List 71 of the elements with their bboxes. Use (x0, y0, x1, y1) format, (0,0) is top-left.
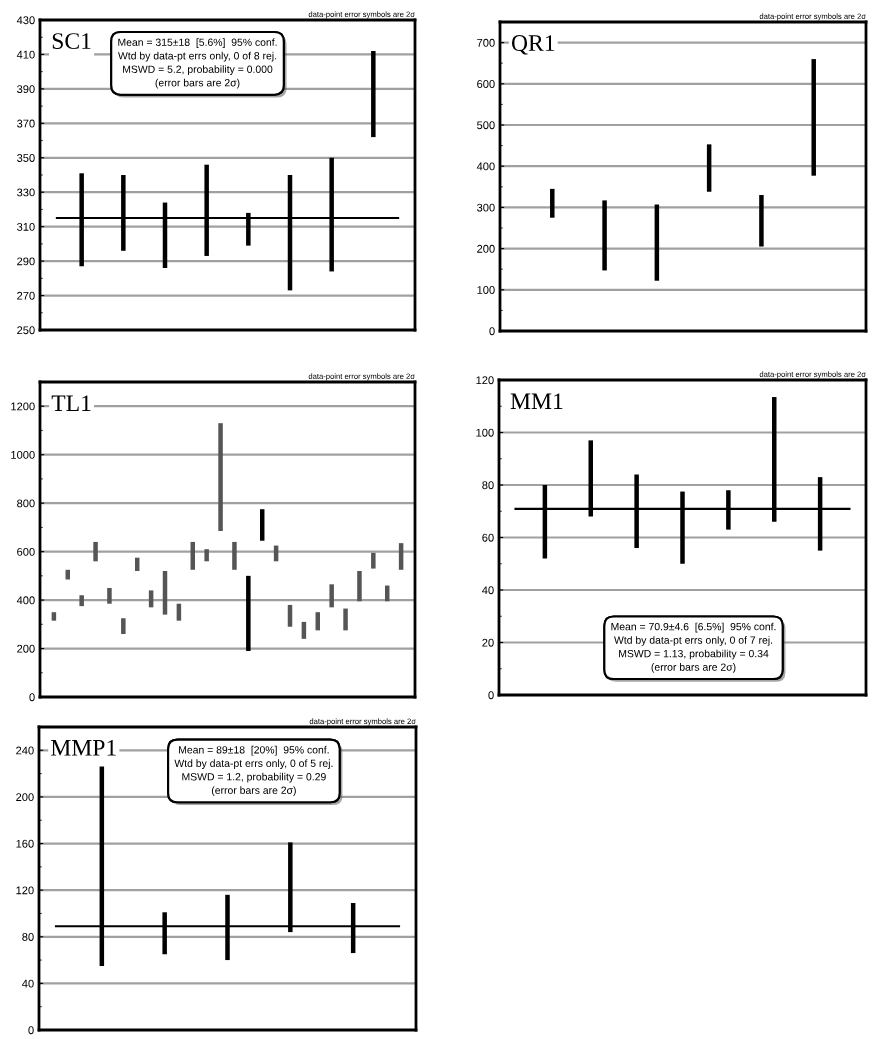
y-tick-label: 400 (476, 162, 495, 171)
y-tick-label: 240 (16, 746, 34, 755)
y-tick-label: 200 (477, 244, 495, 253)
bar (79, 595, 84, 607)
y-tick-label: 20 (482, 638, 494, 647)
y-tick-label: 0 (488, 691, 494, 700)
chart-title: MMP1 (50, 739, 116, 756)
chart-title: QR1 (511, 35, 555, 55)
y-tick-label: 40 (22, 979, 34, 988)
y-tick-label: 0 (28, 1026, 34, 1035)
annotation: Mean = 315±18 [5.6%] 95% conf. Wtd by data-pt errs only, 0 of 8 rej. MSWD = 5.2, probability = 0.000 (error bars are 2σ) (118, 38, 277, 89)
y-tick-label: 600 (17, 547, 35, 556)
bar (550, 188, 555, 218)
bar (51, 612, 57, 621)
chart-title: MM1 (510, 393, 563, 409)
bar (759, 195, 764, 247)
y-tick-label: 270 (17, 291, 35, 300)
y-tick-label: 500 (477, 121, 495, 130)
bar (246, 575, 251, 651)
y-tick-label: 1000 (11, 450, 35, 459)
y-tick-label: 200 (16, 793, 34, 802)
y-tick-label: 120 (476, 376, 494, 385)
y-tick-label: 40 (482, 586, 494, 595)
bar (329, 584, 334, 608)
bar (398, 543, 404, 570)
y-tick-label: 410 (16, 50, 35, 59)
annotation: Mean = 70.9±4.6 [6.5%] 95% conf. Wtd by data-pt errs only, 0 of 7 rej. MSWD = 1.13, probability = 0.34 (error bars are 2σ) (611, 622, 776, 673)
y-tick-label: 350 (17, 154, 35, 162)
y-tick-label: 0 (29, 693, 35, 702)
y-tick-label: 1200 (11, 402, 35, 411)
y-tick-label: 400 (16, 596, 35, 605)
y-tick-label: 250 (17, 326, 35, 335)
bar (204, 549, 209, 562)
bar (371, 552, 376, 569)
chart-title: SC1 (52, 33, 91, 50)
y-tick-label: 330 (17, 188, 35, 197)
bar (371, 51, 376, 138)
y-tick-label: 60 (482, 533, 494, 542)
y-tick-label: 700 (477, 38, 495, 47)
bar (107, 587, 112, 604)
annotation: Mean = 89±18 [20%] 95% conf. Wtd by data-pt errs only, 0 of 5 rej. MSWD = 1.2, probability = 0.29 (error bars are 2σ) (174, 745, 333, 797)
y-tick-label: 430 (16, 16, 35, 25)
y-tick-label: 120 (16, 886, 34, 895)
y-tick-label: 200 (17, 644, 35, 653)
bar (602, 200, 607, 271)
y-tick-label: 800 (17, 499, 35, 508)
bar (218, 423, 223, 532)
bar (357, 571, 362, 602)
chart-title: TL1 (51, 395, 91, 411)
y-tick-label: 600 (477, 80, 495, 88)
bar (121, 618, 126, 634)
y-tick-label: 0 (489, 327, 495, 336)
y-tick-label: 370 (17, 119, 35, 128)
bar (706, 144, 712, 192)
y-tick-label: 80 (22, 933, 34, 941)
bar (190, 541, 196, 570)
y-tick-label: 300 (477, 203, 495, 212)
y-tick-label: 80 (482, 481, 494, 490)
bar (232, 541, 237, 570)
y-tick-label: 390 (17, 85, 35, 94)
bar (162, 571, 168, 615)
y-tick-label: 310 (17, 222, 35, 231)
bar (259, 509, 265, 541)
bar (343, 608, 348, 631)
bar (287, 604, 293, 627)
y-tick-label: 100 (477, 286, 495, 294)
y-tick-label: 100 (476, 428, 494, 437)
bar (93, 541, 98, 562)
y-tick-label: 290 (17, 257, 35, 266)
bar (811, 59, 816, 176)
y-tick-label: 160 (16, 839, 34, 848)
